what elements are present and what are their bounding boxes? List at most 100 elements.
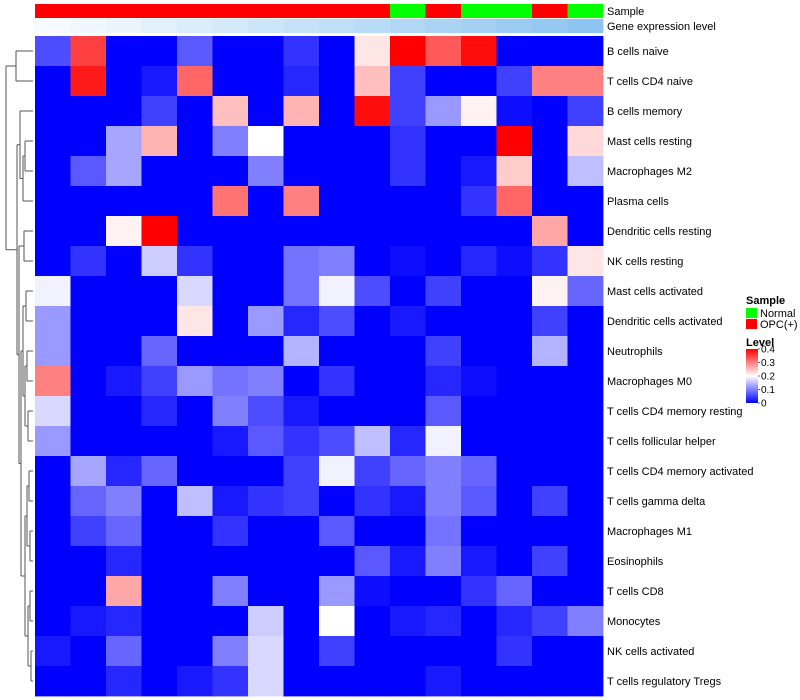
heatmap-cell-15-0	[35, 486, 71, 517]
row-label-3: Mast cells resting	[607, 136, 692, 148]
heatmap-cell-14-3	[141, 456, 178, 487]
heatmap-cell-19-11	[425, 606, 462, 637]
heatmap-cell-12-12	[461, 396, 497, 427]
heatmap-cell-19-9	[354, 606, 391, 637]
annotation-cell-1-6	[248, 19, 284, 33]
heatmap-cell-13-6	[248, 426, 284, 457]
heatmap-cell-21-4	[177, 666, 213, 697]
heatmap-cell-7-9	[354, 246, 391, 277]
heatmap-cell-1-2	[106, 66, 142, 97]
heatmap-cells	[35, 36, 604, 697]
heatmap-cell-3-3	[141, 126, 178, 157]
heatmap-cell-18-10	[390, 576, 426, 607]
heatmap-cell-12-7	[283, 396, 320, 427]
heatmap-cell-4-12	[461, 156, 497, 187]
heatmap-cell-3-13	[496, 126, 533, 157]
heatmap-cell-17-7	[283, 546, 320, 577]
heatmap-cell-3-15	[567, 126, 604, 157]
heatmap-cell-5-10	[390, 186, 426, 217]
heatmap-cell-6-4	[177, 216, 213, 247]
heatmap-cell-16-7	[283, 516, 320, 547]
heatmap-cell-10-5	[212, 336, 249, 367]
level-ticks: 0.4 0.3 0.2 0.1 0	[758, 345, 775, 410]
heatmap-cell-11-14	[532, 366, 568, 397]
heatmap-cell-5-0	[35, 186, 71, 217]
heatmap-cell-5-11	[425, 186, 462, 217]
annotation-cell-0-13	[496, 4, 533, 18]
heatmap-cell-17-6	[248, 546, 284, 577]
heatmap-cell-2-15	[567, 96, 604, 127]
row-label-18: T cells CD8	[607, 586, 664, 598]
row-label-10: Neutrophils	[607, 346, 663, 358]
heatmap-cell-4-11	[425, 156, 462, 187]
heatmap-cell-11-4	[177, 366, 213, 397]
heatmap-cell-15-12	[461, 486, 497, 517]
annotation-cell-0-11	[425, 4, 462, 18]
heatmap-cell-12-11	[425, 396, 462, 427]
heatmap-cell-1-13	[496, 66, 533, 97]
heatmap-cell-13-15	[567, 426, 604, 457]
heatmap-cell-10-1	[70, 336, 107, 367]
heatmap-cell-13-7	[283, 426, 320, 457]
legend: Sample Normal OPC(+) Level 0.4 0.3 0.2 0.1 0	[746, 295, 798, 410]
heatmap-cell-18-15	[567, 576, 604, 607]
heatmap-cell-20-3	[141, 636, 178, 667]
heatmap-cell-15-9	[354, 486, 391, 517]
heatmap-cell-0-12	[461, 36, 497, 67]
heatmap-cell-2-12	[461, 96, 497, 127]
heatmap-cell-8-7	[283, 276, 320, 307]
heatmap-cell-12-15	[567, 396, 604, 427]
row-label-0: B cells naive	[607, 46, 669, 58]
heatmap-cell-8-1	[70, 276, 107, 307]
annotation-cell-1-2	[106, 19, 142, 33]
heatmap-cell-17-4	[177, 546, 213, 577]
heatmap-cell-2-11	[425, 96, 462, 127]
annotation-cell-0-15	[567, 4, 604, 18]
heatmap-cell-10-12	[461, 336, 497, 367]
heatmap-cell-5-4	[177, 186, 213, 217]
heatmap-cell-8-9	[354, 276, 391, 307]
heatmap-cell-9-0	[35, 306, 71, 337]
annotation-labels: Sample Gene expression level	[607, 6, 716, 33]
heatmap-cell-11-9	[354, 366, 391, 397]
level-tick-label-1: 0.3	[761, 358, 775, 369]
heatmap-cell-9-14	[532, 306, 568, 337]
heatmap-cell-20-13	[496, 636, 533, 667]
heatmap-cell-17-13	[496, 546, 533, 577]
heatmap-cell-21-0	[35, 666, 71, 697]
heatmap-cell-14-12	[461, 456, 497, 487]
row-dendrogram	[5, 50, 33, 682]
heatmap-cell-4-15	[567, 156, 604, 187]
heatmap-cell-13-8	[319, 426, 355, 457]
heatmap-cell-0-14	[532, 36, 568, 67]
level-colorbar	[746, 349, 758, 403]
heatmap-cell-13-9	[354, 426, 391, 457]
heatmap-cell-12-6	[248, 396, 284, 427]
heatmap-cell-3-5	[212, 126, 249, 157]
annotation-cell-0-3	[141, 4, 178, 18]
heatmap-cell-13-2	[106, 426, 142, 457]
heatmap-cell-17-12	[461, 546, 497, 577]
annotation-cell-1-1	[70, 19, 107, 33]
heatmap-cell-18-11	[425, 576, 462, 607]
heatmap-cell-15-13	[496, 486, 533, 517]
heatmap-cell-3-9	[354, 126, 391, 157]
heatmap-cell-8-4	[177, 276, 213, 307]
heatmap-cell-16-10	[390, 516, 426, 547]
heatmap-cell-6-11	[425, 216, 462, 247]
heatmap-cell-6-9	[354, 216, 391, 247]
heatmap-cell-0-0	[35, 36, 71, 67]
heatmap-cell-18-14	[532, 576, 568, 607]
heatmap-cell-19-6	[248, 606, 284, 637]
heatmap-cell-5-1	[70, 186, 107, 217]
heatmap-cell-9-13	[496, 306, 533, 337]
heatmap-cell-7-2	[106, 246, 142, 277]
heatmap-cell-20-11	[425, 636, 462, 667]
heatmap-cell-20-5	[212, 636, 249, 667]
heatmap-cell-2-4	[177, 96, 213, 127]
heatmap-cell-3-10	[390, 126, 426, 157]
heatmap-cell-5-13	[496, 186, 533, 217]
heatmap-cell-12-9	[354, 396, 391, 427]
heatmap-cell-15-6	[248, 486, 284, 517]
